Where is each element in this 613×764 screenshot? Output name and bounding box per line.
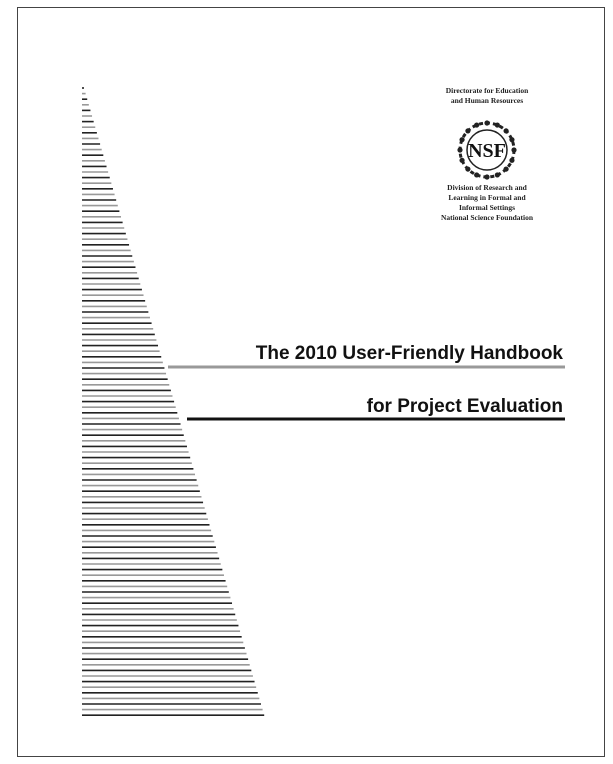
division-line: Informal Settings xyxy=(459,203,515,212)
nsf-logo: NSF xyxy=(457,120,516,179)
division-line: National Science Foundation xyxy=(441,213,534,222)
directorate-line: and Human Resources xyxy=(451,96,523,105)
page: {"header": {"directorate": ["Directorate… xyxy=(0,0,613,764)
page-border xyxy=(18,8,605,757)
title-line: for Project Evaluation xyxy=(367,396,563,417)
cover: Directorate for Education and Human Reso… xyxy=(0,0,613,764)
title-line: The 2010 User-Friendly Handbook xyxy=(256,343,564,364)
division-line: Division of Research and xyxy=(447,183,527,192)
logo-text: NSF xyxy=(468,140,506,162)
division-line: Learning in Formal and xyxy=(448,193,526,202)
directorate-line: Directorate for Education xyxy=(446,86,529,95)
